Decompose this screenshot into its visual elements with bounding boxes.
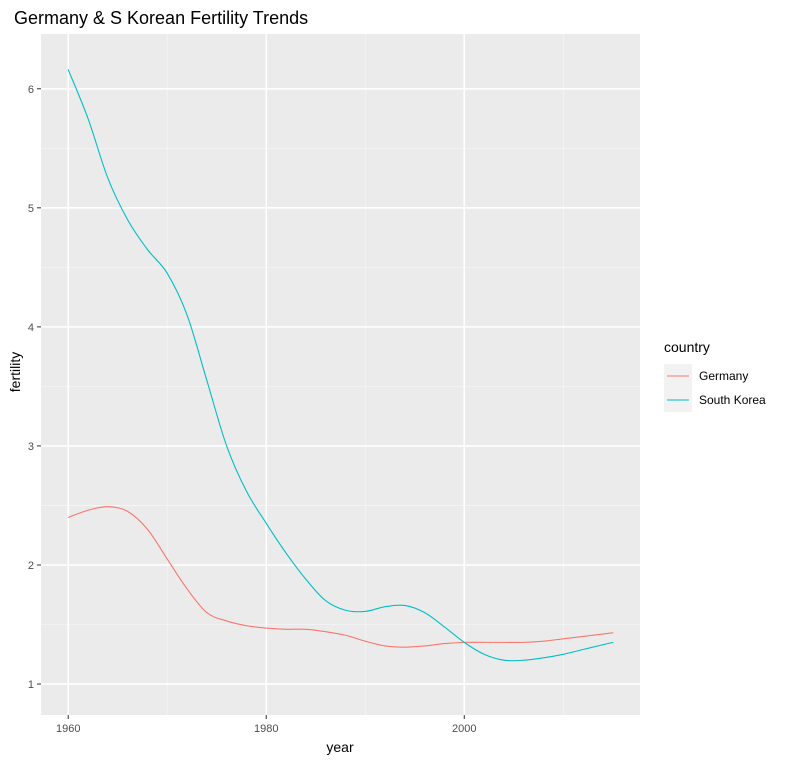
legend: country Germany South Korea xyxy=(664,339,766,412)
legend-label: South Korea xyxy=(699,393,766,407)
legend-item: Germany xyxy=(664,364,748,388)
y-tick-label: 6 xyxy=(28,84,34,96)
x-tick-label: 1960 xyxy=(56,723,80,735)
y-tick-label: 3 xyxy=(28,441,34,453)
y-axis: 1 2 3 4 5 6 xyxy=(28,84,41,691)
x-tick-label: 1980 xyxy=(254,723,278,735)
x-tick-label: 2000 xyxy=(452,723,476,735)
y-axis-title: fertility xyxy=(7,352,23,392)
y-tick-label: 4 xyxy=(28,322,34,334)
chart-title: Germany & S Korean Fertility Trends xyxy=(14,8,308,28)
y-tick-label: 1 xyxy=(28,679,34,691)
x-axis-title: year xyxy=(326,739,354,755)
series-layer xyxy=(67,69,614,662)
series-line-germany xyxy=(67,506,614,648)
y-tick-label: 2 xyxy=(28,560,34,572)
major-gridlines xyxy=(41,34,640,715)
legend-item: South Korea xyxy=(664,388,766,412)
y-tick-label: 5 xyxy=(28,203,34,215)
x-axis: 1960 1980 2000 xyxy=(56,715,477,735)
legend-label: Germany xyxy=(699,369,748,383)
legend-title: country xyxy=(664,339,710,355)
plot-panel xyxy=(41,34,640,715)
series-line-south-korea xyxy=(67,69,614,662)
minor-gridlines xyxy=(41,34,640,715)
